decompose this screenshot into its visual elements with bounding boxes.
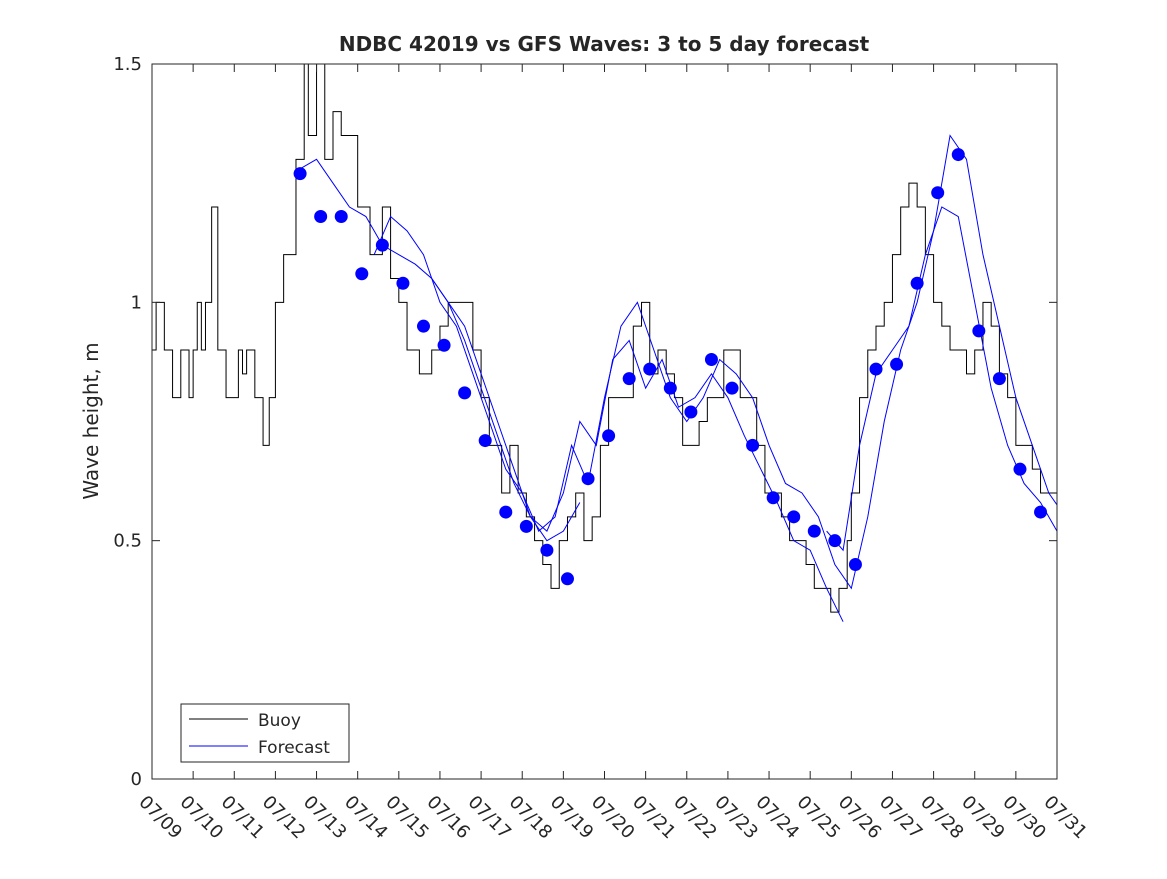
forecast-marker	[293, 167, 307, 181]
plot-area	[152, 64, 1057, 779]
forecast-marker	[355, 267, 369, 281]
forecast-marker	[581, 472, 595, 486]
forecast-marker	[417, 319, 430, 333]
forecast-marker	[972, 324, 986, 338]
y-axis-ticks: 0 0.5 1 1.5	[113, 54, 1057, 790]
forecast-marker	[314, 210, 328, 224]
forecast-marker	[334, 210, 348, 224]
forecast-marker	[622, 372, 636, 386]
forecast-marker	[519, 519, 533, 533]
forecast-marker	[602, 429, 616, 443]
forecast-marker	[787, 510, 801, 524]
forecast-marker	[869, 362, 883, 376]
forecast-marker	[931, 186, 945, 200]
forecast-marker	[684, 405, 698, 419]
chart-title: NDBC 42019 vs GFS Waves: 3 to 5 day fore…	[339, 32, 870, 56]
forecast-marker	[499, 505, 513, 519]
forecast-marker	[725, 381, 739, 395]
forecast-marker	[848, 558, 862, 571]
forecast-run-line-4	[826, 206, 1057, 552]
y-tick-label: 0.5	[113, 531, 142, 552]
series-layer	[152, 64, 1057, 622]
forecast-marker	[396, 276, 410, 290]
forecast-marker	[828, 534, 842, 548]
forecast-marker	[643, 362, 657, 376]
forecast-marker	[458, 386, 472, 400]
buoy-series-line	[152, 64, 1057, 613]
forecast-marker	[746, 438, 760, 452]
forecast-marker	[890, 357, 904, 371]
forecast-marker	[478, 434, 492, 448]
legend: Buoy Forecast	[180, 703, 350, 763]
forecast-marker	[951, 148, 965, 162]
forecast-marker	[910, 276, 924, 290]
forecast-marker	[560, 572, 574, 586]
forecast-marker	[992, 372, 1006, 386]
y-axis-label: Wave height, m	[79, 342, 103, 499]
forecast-marker	[704, 353, 718, 367]
forecast-marker	[663, 381, 677, 395]
legend-label-buoy: Buoy	[258, 711, 301, 731]
y-tick-label: 1	[131, 292, 142, 313]
forecast-marker	[540, 543, 554, 557]
y-tick-label: 1.5	[113, 54, 142, 75]
forecast-marker	[375, 238, 389, 252]
forecast-run-line-2	[373, 134, 1057, 590]
legend-box	[180, 703, 350, 763]
forecast-marker	[807, 524, 821, 538]
forecast-marker	[1013, 462, 1027, 476]
y-tick-label: 0	[131, 769, 142, 790]
forecast-marker	[766, 491, 780, 505]
forecast-marker	[1034, 505, 1048, 519]
forecast-marker	[437, 338, 451, 352]
legend-label-forecast: Forecast	[258, 738, 330, 758]
